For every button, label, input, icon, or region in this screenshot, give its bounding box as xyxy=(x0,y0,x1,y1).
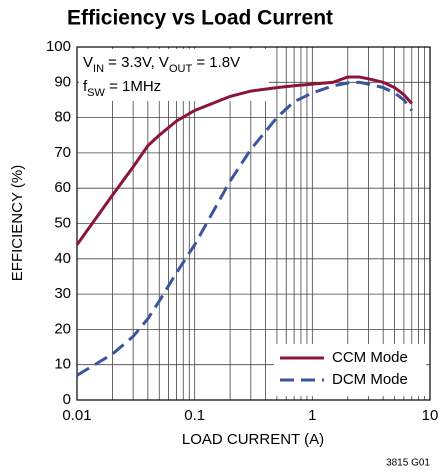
y-tick-label: 70 xyxy=(54,144,71,161)
y-tick-label: 10 xyxy=(54,356,71,373)
plot-frame xyxy=(76,46,431,401)
x-tick-label: 10 xyxy=(422,407,439,424)
y-tick-label: 90 xyxy=(54,73,71,90)
x-tick-label: 0.01 xyxy=(62,407,91,424)
annotation-part: IN xyxy=(93,63,104,75)
legend-label: CCM Mode xyxy=(332,349,408,366)
annotation-part: f xyxy=(83,78,88,95)
x-tick-label: 0.1 xyxy=(184,407,205,424)
y-tick-label: 30 xyxy=(54,285,71,302)
line-series xyxy=(75,75,413,246)
annotation-part: = 1.8V xyxy=(192,54,240,71)
chart-title: Efficiency vs Load Current xyxy=(67,7,333,30)
x-axis-label: LOAD CURRENT (A) xyxy=(182,431,324,448)
annotation-part: V xyxy=(83,54,93,71)
annotation-part: = 3.3V, V xyxy=(104,54,169,71)
legend-box xyxy=(274,344,426,396)
y-tick-label: 50 xyxy=(54,214,71,231)
y-tick-label: 40 xyxy=(54,250,71,267)
line-series xyxy=(76,80,414,377)
y-tick-label: 60 xyxy=(54,179,71,196)
y-tick-label: 100 xyxy=(46,38,71,55)
footnote: 3815 G01 xyxy=(386,458,430,469)
annotation-part: = 1MHz xyxy=(105,78,161,95)
y-axis-label: EFFICIENCY (%) xyxy=(9,165,26,281)
annotation-bg xyxy=(79,49,269,101)
annotation: fSW = 1MHz xyxy=(83,78,161,99)
annotation-part: SW xyxy=(87,87,105,99)
annotation-part: OUT xyxy=(169,63,193,75)
y-tick-label: 80 xyxy=(54,109,71,126)
annotation: VIN = 3.3V, VOUT = 1.8V xyxy=(83,54,240,75)
y-tick-label: 0 xyxy=(63,391,71,408)
x-tick-label: 1 xyxy=(308,407,316,424)
legend-label: DCM Mode xyxy=(332,371,408,388)
y-tick-label: 20 xyxy=(54,320,71,337)
